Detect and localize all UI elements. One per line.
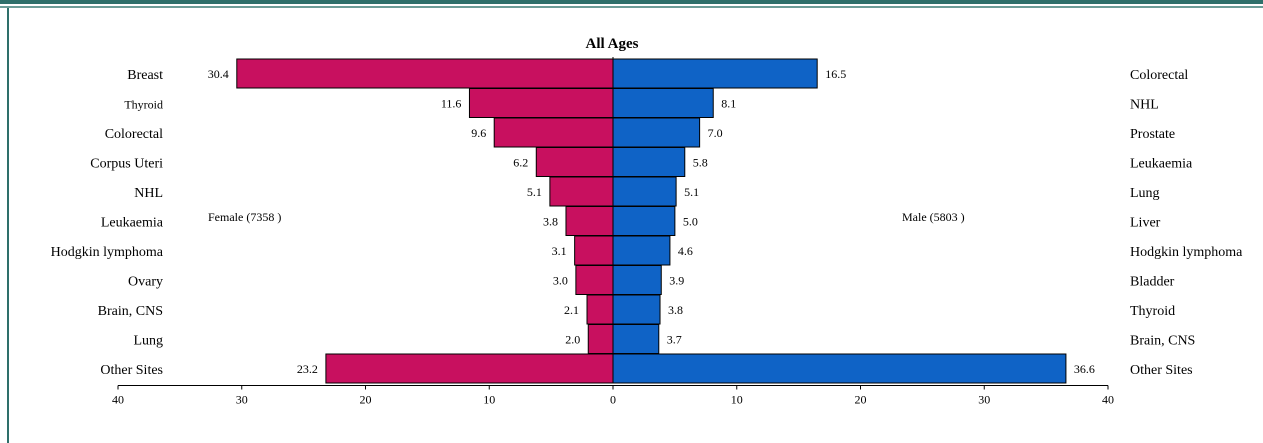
female-bar	[574, 235, 614, 266]
female-category-label: Thyroid	[124, 98, 163, 112]
x-tick-label: 20	[855, 393, 867, 407]
female-bar	[535, 147, 614, 177]
male-category-label: Leukaemia	[1130, 157, 1193, 172]
male-value-label: 5.1	[684, 185, 699, 199]
male-category-label: Thyroid	[1130, 304, 1175, 319]
male-category-label: Colorectal	[1130, 68, 1188, 83]
male-bar	[612, 353, 1067, 384]
x-tick-label: 40	[112, 393, 124, 407]
x-tick-label: 40	[1102, 393, 1114, 407]
male-bar	[612, 324, 660, 354]
male-value-label: 36.6	[1074, 362, 1095, 376]
male-category-label: Bladder	[1130, 275, 1175, 290]
male-bar	[612, 206, 676, 236]
male-bar	[612, 294, 661, 325]
female-value-label: 11.6	[441, 97, 462, 111]
male-value-label: 5.8	[693, 156, 708, 170]
female-value-label: 3.1	[552, 244, 567, 258]
window-frame-top	[0, 0, 1263, 4]
female-bar	[565, 206, 614, 236]
male-bar	[612, 265, 662, 295]
male-category-label: Liver	[1130, 216, 1161, 231]
female-bar	[586, 294, 614, 325]
female-value-label: 2.0	[565, 333, 580, 347]
male-category-label: Lung	[1130, 186, 1160, 201]
male-bar	[612, 235, 671, 266]
female-value-label: 5.1	[527, 185, 542, 199]
female-group-label: Female (7358 )	[208, 210, 281, 224]
window-frame-top-inner	[0, 6, 1263, 8]
male-group-label: Male (5803 )	[902, 210, 965, 224]
female-bar	[236, 58, 614, 89]
window-frame-left	[7, 8, 9, 443]
female-category-label: Breast	[127, 68, 163, 83]
male-value-label: 8.1	[721, 97, 736, 111]
female-bar	[325, 353, 614, 384]
female-bar	[468, 88, 614, 118]
female-bar	[575, 265, 614, 295]
male-bar	[612, 58, 818, 89]
male-value-label: 16.5	[825, 67, 846, 81]
female-value-label: 9.6	[471, 126, 486, 140]
x-tick-label: 30	[236, 393, 248, 407]
male-category-label: Hodgkin lymphoma	[1130, 245, 1243, 260]
female-category-label: Colorectal	[105, 127, 163, 142]
female-value-label: 3.8	[543, 215, 558, 229]
female-category-label: Other Sites	[100, 363, 163, 378]
male-value-label: 7.0	[708, 126, 723, 140]
female-bar	[587, 324, 614, 354]
male-category-label: Brain, CNS	[1130, 334, 1195, 349]
female-value-label: 23.2	[297, 362, 318, 376]
female-bar	[493, 117, 614, 148]
male-value-label: 4.6	[678, 244, 693, 258]
male-bar	[612, 176, 677, 207]
female-value-label: 2.1	[564, 303, 579, 317]
x-tick-label: 0	[610, 393, 616, 407]
x-tick-label: 20	[360, 393, 372, 407]
female-category-label: Hodgkin lymphoma	[51, 245, 164, 260]
male-bar	[612, 88, 714, 118]
male-value-label: 3.9	[669, 274, 684, 288]
male-value-label: 5.0	[683, 215, 698, 229]
female-category-label: Lung	[133, 334, 163, 349]
female-bar	[549, 176, 614, 207]
female-value-label: 6.2	[513, 156, 528, 170]
male-value-label: 3.8	[668, 303, 683, 317]
female-category-label: NHL	[134, 186, 163, 201]
male-category-label: NHL	[1130, 98, 1159, 113]
female-category-label: Ovary	[128, 275, 163, 290]
female-value-label: 30.4	[208, 67, 229, 81]
x-tick-label: 10	[483, 393, 495, 407]
male-value-label: 3.7	[667, 333, 682, 347]
x-tick-label: 10	[731, 393, 743, 407]
female-value-label: 3.0	[553, 274, 568, 288]
male-bar	[612, 147, 686, 177]
male-category-label: Other Sites	[1130, 363, 1193, 378]
chart-title: All Ages	[586, 36, 639, 52]
male-category-label: Prostate	[1130, 127, 1175, 142]
x-tick-label: 30	[978, 393, 990, 407]
female-category-label: Leukaemia	[101, 216, 164, 231]
female-category-label: Corpus Uteri	[90, 157, 163, 172]
female-category-label: Brain, CNS	[98, 304, 163, 319]
male-bar	[612, 117, 701, 148]
